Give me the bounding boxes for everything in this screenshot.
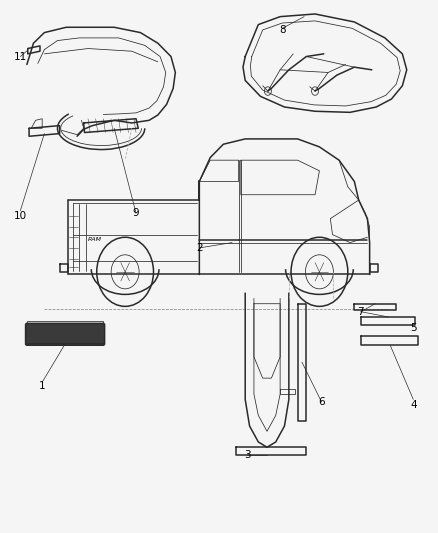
Text: 10: 10	[14, 211, 27, 221]
Text: 1: 1	[39, 381, 46, 391]
Text: 7: 7	[357, 306, 364, 317]
Text: 8: 8	[279, 25, 286, 35]
Text: RAM: RAM	[88, 237, 102, 243]
Text: 11: 11	[14, 52, 27, 61]
Text: 9: 9	[133, 208, 139, 219]
FancyBboxPatch shape	[25, 324, 105, 345]
Text: 3: 3	[244, 450, 251, 460]
Text: 4: 4	[410, 400, 417, 410]
Text: 6: 6	[318, 397, 325, 407]
Text: 2: 2	[196, 243, 203, 253]
Text: 5: 5	[410, 322, 417, 333]
